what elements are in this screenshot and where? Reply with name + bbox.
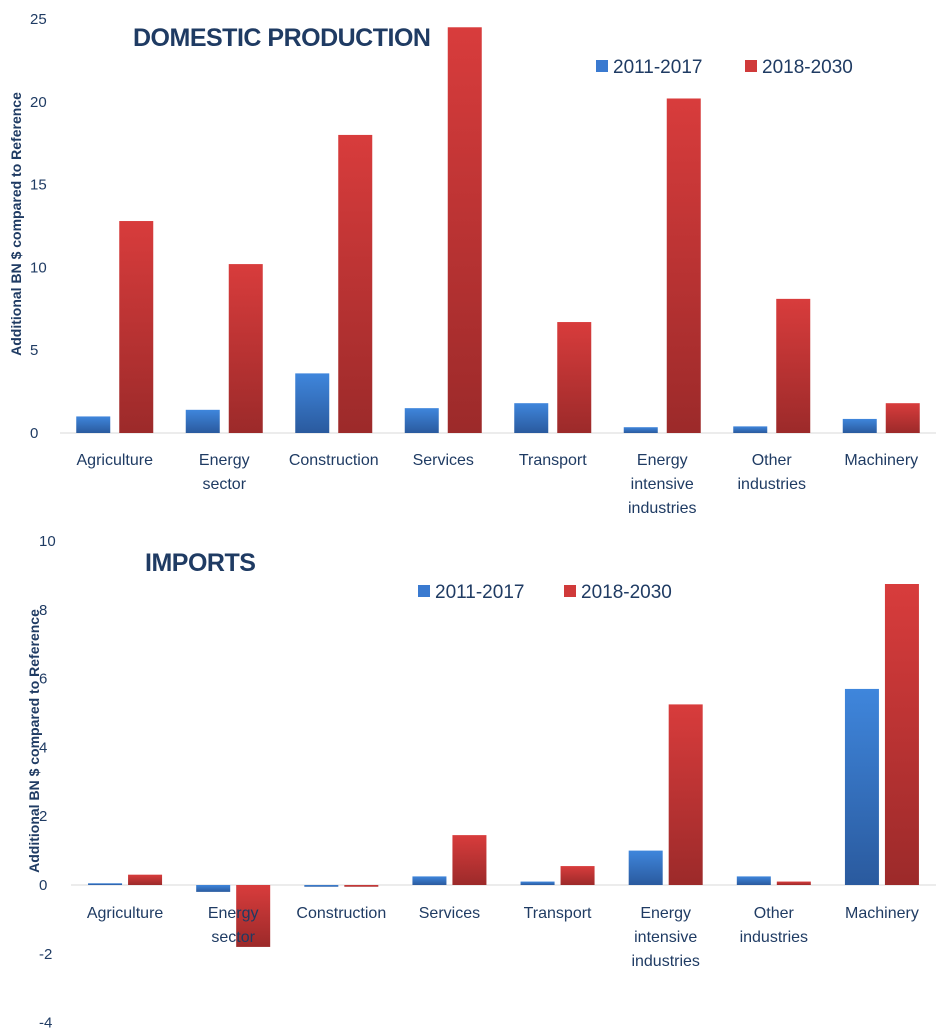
category-label-energy-intensive-industries: Energy intensive industries xyxy=(628,452,696,517)
y-axis-label: Additional BN $ compared to Reference xyxy=(26,609,42,873)
bar-2011-2017-machinery xyxy=(844,688,879,885)
category-label-construction: Construction xyxy=(296,905,386,922)
legend-swatch-2011-2017 xyxy=(596,60,608,72)
category-label-machinery: Machinery xyxy=(845,905,919,922)
y-tick-label: 4 xyxy=(39,739,47,756)
bar-2011-2017-machinery xyxy=(842,418,877,433)
y-tick-label: 25 xyxy=(30,11,47,28)
bar-2018-2030-energy-sector xyxy=(236,885,271,947)
y-tick-label: 2 xyxy=(39,808,47,825)
y-tick-label: 0 xyxy=(39,877,47,894)
bar-2018-2030-other-industries xyxy=(776,298,811,433)
bar-2018-2030-construction xyxy=(338,134,373,434)
category-label-agriculture: Agriculture xyxy=(77,452,154,469)
y-tick-label: -2 xyxy=(39,946,52,963)
bar-2018-2030-services xyxy=(452,835,487,885)
legend-swatch-2011-2017 xyxy=(418,585,430,597)
bar-2018-2030-agriculture xyxy=(119,221,154,433)
bar-2011-2017-energy-sector xyxy=(185,409,220,433)
chart-title: DOMESTIC PRODUCTION xyxy=(133,24,430,52)
bar-2011-2017-transport xyxy=(514,403,549,433)
bar-2018-2030-construction xyxy=(344,885,379,887)
category-label-services: Services xyxy=(413,452,474,469)
bar-2011-2017-services xyxy=(404,408,439,433)
legend-swatch-2018-2030 xyxy=(745,60,757,72)
bar-2018-2030-energy-intensive-industries xyxy=(666,98,701,433)
imports-chart: Additional BN $ compared to Reference -4 -… xyxy=(26,533,936,1032)
category-label-services: Services xyxy=(419,905,480,922)
bar-2018-2030-energy-intensive-industries xyxy=(668,704,703,885)
bar-2018-2030-other-industries xyxy=(776,881,811,885)
bar-2018-2030-energy-sector xyxy=(228,264,263,433)
bar-2018-2030-services xyxy=(447,27,482,434)
bar-2018-2030-transport xyxy=(560,866,595,885)
category-label-other-industries: Other industries xyxy=(740,905,808,946)
category-label-machinery: Machinery xyxy=(844,452,918,469)
category-label-other-industries: Other industries xyxy=(738,452,806,493)
y-tick-label: 15 xyxy=(30,177,47,194)
bar-2018-2030-transport xyxy=(557,322,592,433)
bar-2018-2030-machinery xyxy=(884,584,919,885)
legend-swatch-2018-2030 xyxy=(564,585,576,597)
legend-label-2011-2017: 2011-2017 xyxy=(613,57,702,78)
bar-2011-2017-transport xyxy=(520,881,555,885)
bar-2011-2017-construction xyxy=(304,885,339,887)
y-tick-label: -4 xyxy=(39,1015,52,1032)
y-tick-label: 10 xyxy=(39,533,56,550)
bar-2011-2017-energy-intensive-industries xyxy=(628,850,663,885)
category-label-agriculture: Agriculture xyxy=(87,905,164,922)
category-label-transport: Transport xyxy=(524,905,592,922)
y-tick-label: 10 xyxy=(30,259,47,276)
domestic-production-chart: Additional BN $ compared to Reference 0 5 1… xyxy=(8,11,936,517)
y-tick-label: 20 xyxy=(30,94,47,111)
chart-title: IMPORTS xyxy=(145,549,255,577)
y-tick-label: 0 xyxy=(30,425,38,442)
bar-2018-2030-agriculture xyxy=(128,874,163,885)
legend-label-2011-2017: 2011-2017 xyxy=(435,582,524,603)
legend-label-2018-2030: 2018-2030 xyxy=(581,582,672,603)
category-label-construction: Construction xyxy=(289,452,379,469)
category-label-energy-intensive-industries: Energy intensive industries xyxy=(631,905,699,970)
bar-2011-2017-services xyxy=(412,876,447,885)
category-label-energy-sector: Energy sector xyxy=(208,905,259,946)
y-axis-label: Additional BN $ compared to Reference xyxy=(8,92,24,356)
y-tick-label: 6 xyxy=(39,671,47,688)
bar-2011-2017-construction xyxy=(295,373,330,433)
legend-label-2018-2030: 2018-2030 xyxy=(762,57,853,78)
y-tick-label: 8 xyxy=(39,602,47,619)
category-label-energy-sector: Energy sector xyxy=(199,452,250,493)
bar-2011-2017-other-industries xyxy=(733,426,768,433)
bar-2011-2017-agriculture xyxy=(88,883,123,885)
bar-2011-2017-energy-sector xyxy=(196,885,231,892)
bar-2018-2030-machinery xyxy=(885,403,920,433)
bar-2011-2017-other-industries xyxy=(736,876,771,885)
y-tick-label: 5 xyxy=(30,342,38,359)
category-label-transport: Transport xyxy=(519,452,587,469)
bar-2011-2017-energy-intensive-industries xyxy=(623,427,658,433)
bar-2011-2017-agriculture xyxy=(76,416,111,433)
